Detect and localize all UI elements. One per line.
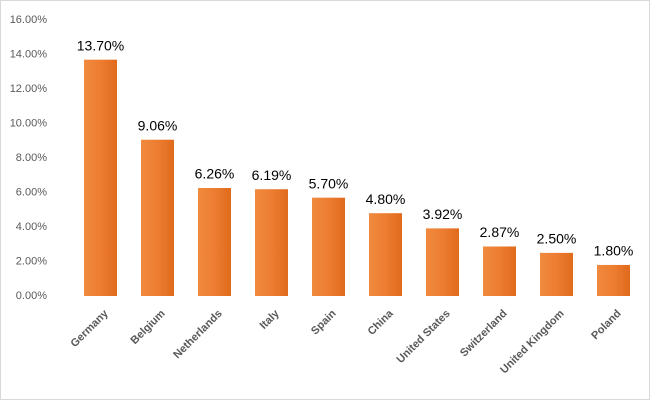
bar (255, 189, 288, 296)
y-tick-label: 4.00% (16, 221, 47, 233)
value-label: 4.80% (366, 191, 406, 207)
y-tick-label: 16.00% (10, 14, 48, 26)
y-tick-label: 12.00% (10, 83, 48, 95)
y-tick-label: 2.00% (16, 255, 47, 267)
value-label: 2.50% (537, 231, 577, 247)
bar (84, 59, 117, 296)
bar (198, 188, 231, 296)
bar (540, 252, 573, 296)
value-label: 5.70% (309, 175, 349, 191)
y-tick-label: 6.00% (16, 186, 47, 198)
y-tick-label: 14.00% (10, 48, 48, 60)
bar (483, 246, 516, 296)
bar (312, 197, 345, 296)
bar (141, 139, 174, 296)
value-label: 6.26% (195, 166, 235, 182)
value-label: 1.80% (594, 243, 634, 259)
bar (597, 264, 630, 296)
value-label: 6.19% (252, 167, 292, 183)
y-tick-label: 8.00% (16, 152, 47, 164)
bar (426, 228, 459, 296)
bar (369, 213, 402, 296)
y-tick-label: 0.00% (16, 290, 47, 302)
value-label: 9.06% (138, 117, 178, 133)
y-tick-label: 10.00% (10, 117, 48, 129)
value-label: 3.92% (423, 206, 463, 222)
value-label: 13.70% (77, 37, 124, 53)
value-label: 2.87% (480, 224, 520, 240)
